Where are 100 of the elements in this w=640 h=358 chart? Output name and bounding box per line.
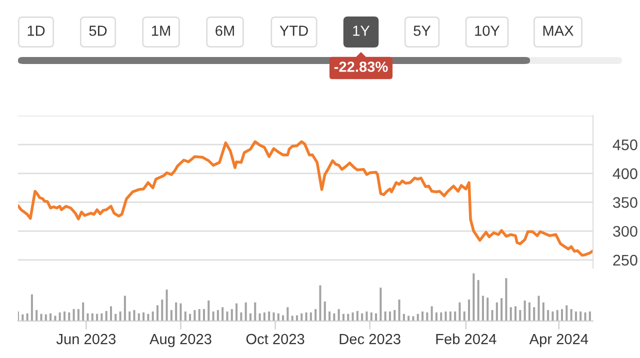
- bar: [305, 312, 308, 321]
- text: 5Y: [414, 26, 431, 36]
- text: MAX: [543, 26, 574, 36]
- bar: [328, 311, 331, 321]
- bar: [91, 313, 94, 321]
- bar: [560, 309, 564, 321]
- bar: [547, 310, 550, 321]
- bar: [86, 313, 89, 321]
- bar: [533, 307, 536, 321]
- bar: [286, 307, 289, 321]
- bar: [588, 311, 591, 321]
- y-tick-label: 300: [613, 226, 638, 237]
- bar: [138, 313, 140, 321]
- bar: [510, 307, 512, 321]
- bar: [472, 273, 475, 321]
- bar: [156, 305, 158, 321]
- bar: [96, 314, 98, 321]
- bar: [524, 300, 526, 321]
- bar: [375, 313, 378, 321]
- bar: [435, 312, 438, 321]
- bar: [314, 309, 317, 321]
- bar: [36, 310, 38, 321]
- text: -22.83%: [334, 62, 388, 72]
- bar: [505, 278, 508, 321]
- bar: [268, 311, 270, 321]
- text: YTD: [280, 26, 308, 36]
- bar: [110, 306, 112, 321]
- bar: [249, 313, 252, 321]
- bar: [212, 311, 214, 321]
- bar: [496, 302, 498, 321]
- bar: [272, 312, 275, 321]
- x-tick-label: Apr 2024: [529, 334, 588, 348]
- bar: [430, 306, 433, 321]
- bar: [26, 313, 28, 321]
- bar: [356, 311, 358, 321]
- bar: [147, 314, 150, 321]
- bar: [277, 313, 280, 321]
- bar: [542, 302, 544, 321]
- bar: [30, 294, 33, 321]
- bar: [458, 302, 461, 321]
- bar: [347, 314, 350, 321]
- bar: [486, 298, 489, 321]
- bar: [352, 312, 354, 321]
- bar: [184, 311, 186, 321]
- bar: [412, 316, 414, 321]
- bar: [574, 311, 577, 321]
- bar: [310, 312, 312, 321]
- bar: [240, 312, 242, 321]
- x-tick-label: Feb 2024: [436, 334, 496, 344]
- text: 5D: [89, 26, 107, 36]
- bar: [338, 309, 340, 321]
- bar: [454, 311, 456, 321]
- bar: [482, 296, 484, 321]
- bar: [300, 313, 303, 321]
- bar: [133, 310, 136, 321]
- bar: [342, 314, 344, 321]
- bar: [202, 309, 205, 321]
- bar: [422, 311, 424, 321]
- bar: [384, 311, 386, 321]
- bar: [444, 311, 447, 321]
- bar: [166, 290, 168, 321]
- bar: [426, 312, 428, 321]
- bar: [105, 311, 108, 321]
- y-tick-label: 400: [612, 168, 638, 180]
- bar: [114, 314, 117, 321]
- bar: [570, 309, 572, 321]
- text: 1Y: [353, 26, 370, 36]
- bar: [128, 311, 131, 321]
- bar: [208, 300, 210, 321]
- bar: [440, 312, 442, 321]
- text: 6M: [216, 26, 234, 36]
- bar: [324, 301, 326, 321]
- x-tick-label: Oct 2023: [246, 334, 304, 344]
- text: 10Y: [475, 26, 500, 36]
- bar: [388, 311, 391, 321]
- bar: [519, 310, 522, 321]
- bar: [68, 312, 70, 321]
- bar: [319, 285, 322, 321]
- bar: [398, 300, 400, 321]
- y-tick-label: 250: [613, 254, 638, 266]
- x-tick-label: Aug 2023: [150, 334, 212, 348]
- bar: [254, 302, 256, 321]
- bar: [152, 311, 154, 321]
- bar: [175, 302, 178, 321]
- bar: [58, 312, 61, 321]
- bar: [402, 314, 405, 321]
- bar: [222, 307, 224, 321]
- bar: [463, 311, 466, 321]
- bar: [124, 296, 126, 321]
- bar: [361, 313, 364, 321]
- bar: [584, 312, 586, 321]
- text: 1D: [28, 26, 45, 36]
- bar: [161, 300, 164, 321]
- bar: [566, 305, 568, 321]
- bar: [528, 302, 530, 321]
- bar: [580, 311, 582, 321]
- bar: [230, 309, 233, 321]
- bar: [263, 312, 266, 321]
- bar: [142, 312, 145, 321]
- bar: [100, 313, 103, 321]
